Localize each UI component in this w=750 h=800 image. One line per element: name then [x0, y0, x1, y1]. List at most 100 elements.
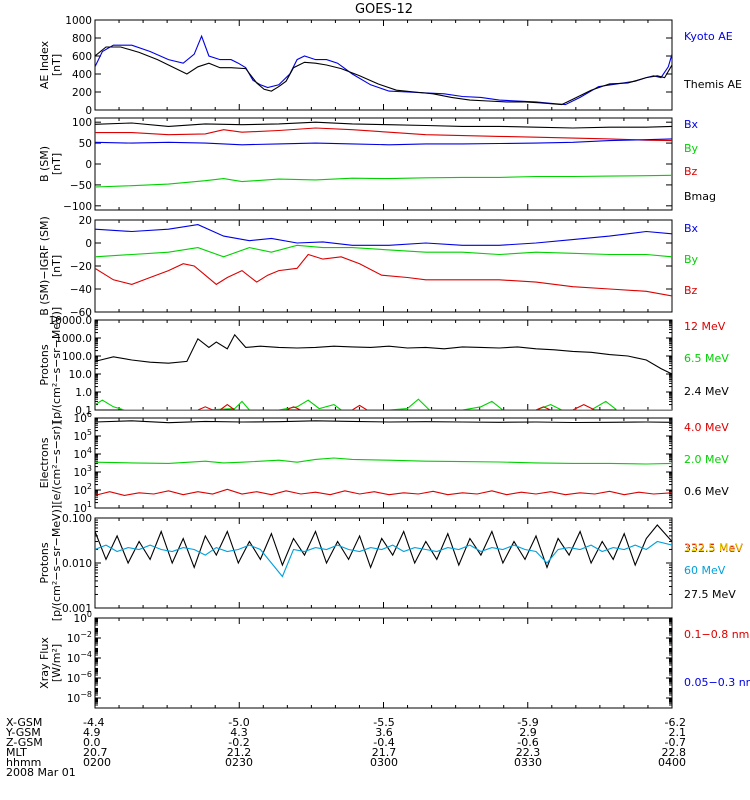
y-axis-label: AE Index[nT] — [38, 40, 63, 89]
series-line-red — [95, 127, 672, 142]
legend-entry: Bmag — [684, 190, 716, 203]
y-tick-label: 50 — [79, 138, 92, 150]
y-tick-label: 100 — [74, 610, 92, 625]
ephemeris-value: -0.6 — [517, 736, 538, 749]
panel-frame — [94, 219, 673, 313]
y-tick-label: 0.001 — [62, 603, 92, 615]
legend-entry: 27.5 MeV — [684, 588, 736, 601]
series-line-cyan — [95, 540, 672, 578]
series-line-black — [95, 420, 672, 424]
panel-5: 101102103104105106Electrons[e/(cm²−s−sr)… — [38, 410, 729, 515]
y-tick-label: 800 — [72, 33, 92, 45]
y-tick-label: 1.0 — [75, 387, 92, 399]
ephemeris-value: -5.9 — [517, 716, 538, 729]
legend-entry: By — [684, 253, 699, 266]
y-tick-label: 400 — [72, 69, 92, 81]
ephemeris-value: 4.9 — [83, 726, 101, 739]
ephemeris-value: -0.2 — [228, 736, 249, 749]
y-axis-label: Xray Flux[W/m²] — [38, 637, 63, 689]
y-tick-label: 0.010 — [62, 558, 92, 570]
y-tick-label: −100 — [63, 201, 92, 213]
y-tick-label: 0.100 — [62, 513, 92, 525]
panel-frame — [94, 319, 673, 411]
panel-4: 0.1 1.0 10.0 100.0 1000.0 10000.0Protons[p/(c… — [38, 307, 729, 423]
legend-entry: 0.05−0.3 nm — [684, 676, 750, 689]
legend-entry: 4.0 MeV — [684, 421, 729, 434]
y-axis-label: B (SM)[nT] — [38, 146, 63, 182]
ephemeris-label: X-GSM — [6, 716, 42, 729]
ephemeris-label: Z-GSM — [6, 736, 43, 749]
y-tick-label: 10−2 — [67, 630, 92, 645]
ephemeris-value: 22.8 — [662, 746, 687, 759]
y-tick-label: 0 — [85, 159, 92, 171]
series-line-black — [95, 46, 672, 106]
y-tick-label: 10−8 — [67, 690, 92, 705]
y-tick-label: 0.1 — [75, 405, 92, 417]
y-tick-label: 20 — [79, 215, 92, 227]
ephemeris-value: 2.1 — [669, 726, 687, 739]
ephemeris-table: X-GSM -4.4 -5.0 -5.5 -5.9 -6.2 Y-GSM 4.9 4.3 3.6 2… — [5, 716, 686, 769]
y-axis-label: Protons[p/(cm²−s−sr−MeV)] — [38, 505, 63, 621]
panel-7: 10−8 10−6 10−4 10−2 100 Xray Flux[W/m²] 0.1−0.… — [38, 610, 750, 709]
legend-entry: 122.5 MeV — [684, 541, 743, 554]
y-tick-label: 100.0 — [62, 351, 92, 363]
legend-entry: Bx — [684, 118, 699, 131]
legend-entry: Themis AE — [683, 78, 742, 91]
series-line-green — [95, 244, 672, 258]
ephemeris-value: -5.0 — [228, 716, 249, 729]
ephemeris-value: 0300 — [370, 756, 398, 769]
y-tick-label: 100 — [72, 117, 92, 129]
series-line-green — [95, 398, 672, 410]
series-line-red — [95, 488, 672, 496]
y-tick-label: 0 — [85, 238, 92, 250]
y-tick-label: 600 — [72, 51, 92, 63]
y-axis-label: Protons[p/(cm²−s−sr−MeV)] — [38, 307, 63, 423]
legend-entry: 0.6 MeV — [684, 485, 729, 498]
ephemeris-value: 2.9 — [519, 726, 537, 739]
series-line-black — [95, 333, 672, 375]
panel-6: 0.001 0.010 0.100Protons[p/(cm²−s−sr−MeV)]… — [38, 505, 743, 621]
ephemeris-value: -0.7 — [665, 736, 686, 749]
panel-frame — [94, 617, 673, 709]
ephemeris-value: -6.2 — [665, 716, 686, 729]
legend-entry: By — [684, 142, 699, 155]
legend-entry: 2.0 MeV — [684, 453, 729, 466]
ephemeris-value: -5.5 — [373, 716, 394, 729]
y-tick-label: 0 — [85, 105, 92, 117]
y-tick-label: 1000 — [65, 15, 92, 27]
panel-3: −60 −40 −20 0 20 B (SM)−IGRF (SM)[nT] Bx By Bz — [38, 215, 699, 319]
ephemeris-value: 0230 — [225, 756, 253, 769]
ephemeris-value: 0.0 — [83, 736, 101, 749]
ephemeris-value: 3.6 — [375, 726, 393, 739]
legend-entry: 6.5 MeV — [684, 352, 729, 365]
ephemeris-value: 22.3 — [516, 746, 541, 759]
legend-entry: 0.1−0.8 nm — [684, 628, 749, 641]
y-tick-label: 104 — [74, 446, 92, 461]
y-tick-label: 1000.0 — [55, 333, 92, 345]
series-line-black — [95, 524, 672, 569]
ephemeris-value: 0400 — [658, 756, 686, 769]
y-tick-label: −50 — [70, 180, 92, 192]
y-tick-label: 200 — [72, 87, 92, 99]
y-tick-label: 10−6 — [67, 670, 92, 685]
series-line-black — [95, 121, 672, 129]
ephemeris-label: hhmm — [6, 756, 41, 769]
ephemeris-value: 21.7 — [372, 746, 397, 759]
y-tick-label: 10000.0 — [49, 315, 92, 327]
legend-entry: Bx — [684, 222, 699, 235]
y-tick-label: −20 — [70, 261, 92, 273]
y-tick-label: −60 — [70, 307, 92, 319]
series-line-red — [95, 253, 672, 297]
legend-entry: Kyoto AE — [684, 30, 733, 43]
y-tick-label: 105 — [74, 428, 92, 443]
legend-entry: 60 MeV — [684, 564, 726, 577]
legend-entry: Bz — [684, 165, 698, 178]
plot-title: GOES-12 — [355, 2, 413, 17]
y-tick-label: 106 — [74, 410, 92, 425]
legend-entry: 332.5 MeV — [684, 542, 743, 555]
panel-1: 0 200 400 600 800 1000 AE Index[nT] Kyoto AE The… — [38, 15, 742, 117]
ephemeris-label: Y-GSM — [5, 726, 41, 739]
y-tick-label: −40 — [70, 284, 92, 296]
legend-entry: 2.4 MeV — [684, 385, 729, 398]
